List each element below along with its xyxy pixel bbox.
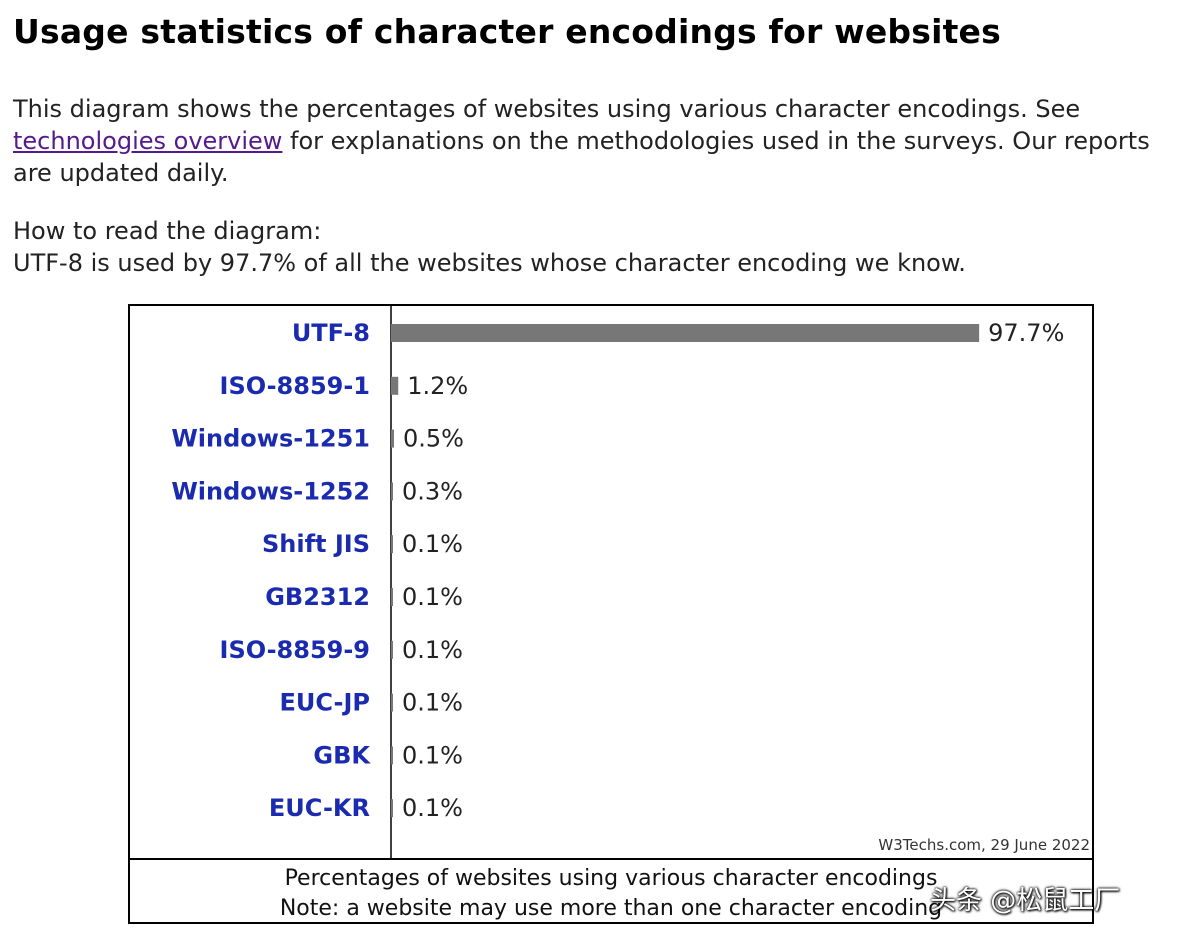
watermark: 头条 @松鼠工厂 [930,886,1121,916]
bar [391,799,393,818]
category-label: GB2312 [265,583,370,611]
category-label: EUC-KR [269,794,370,822]
bar [391,640,393,659]
value-label: 0.1% [402,689,463,717]
value-label: 0.1% [402,636,463,664]
caption-line-2: Note: a website may use more than one ch… [279,896,943,921]
value-label: 0.1% [402,741,463,769]
bar [391,429,395,448]
value-label: 97.7% [988,319,1064,347]
how-to-read: How to read the diagram: UTF-8 is used b… [13,215,1173,279]
category-label: ISO-8859-9 [220,636,370,664]
bar [391,324,980,342]
bar [391,693,393,712]
technologies-overview-link[interactable]: technologies overview [13,127,283,155]
value-label: 0.1% [402,583,463,611]
category-label: EUC-JP [279,689,370,717]
intro-paragraph: This diagram shows the percentages of we… [13,93,1173,189]
category-label: UTF-8 [292,319,370,347]
bar [391,535,393,554]
caption-line-1: Percentages of websites using various ch… [284,866,938,891]
how-to-read-text: UTF-8 is used by 97.7% of all the websit… [13,249,966,277]
page-title: Usage statistics of character encodings … [13,12,1001,51]
value-label: 0.1% [402,530,463,558]
chart-credit: W3Techs.com, 29 June 2022 [878,836,1090,854]
chart-caption: Percentages of websites using various ch… [130,858,1092,922]
category-label: GBK [313,741,371,769]
category-label: Windows-1251 [171,425,370,453]
category-label: Shift JIS [262,530,370,558]
intro-text-end: for explanations on the methodologies us… [13,127,1150,187]
value-label: 0.3% [402,477,463,505]
bar [391,746,393,765]
chart-plot: UTF-8 97.7% ISO-8859-1 1.2% Windows-1251 0.5%… [171,306,1090,858]
bar [391,376,399,395]
value-label: 0.5% [403,425,464,453]
how-to-read-heading: How to read the diagram: [13,217,322,245]
category-label: Windows-1252 [171,477,370,505]
value-label: 0.1% [402,794,463,822]
intro-text-start: This diagram shows the percentages of we… [13,95,1081,123]
encoding-chart: UTF-8 97.7% ISO-8859-1 1.2% Windows-1251 0.5%… [128,304,1094,924]
bar [391,588,393,606]
category-label: ISO-8859-1 [220,372,370,400]
bar [391,482,393,501]
value-label: 1.2% [407,372,468,400]
